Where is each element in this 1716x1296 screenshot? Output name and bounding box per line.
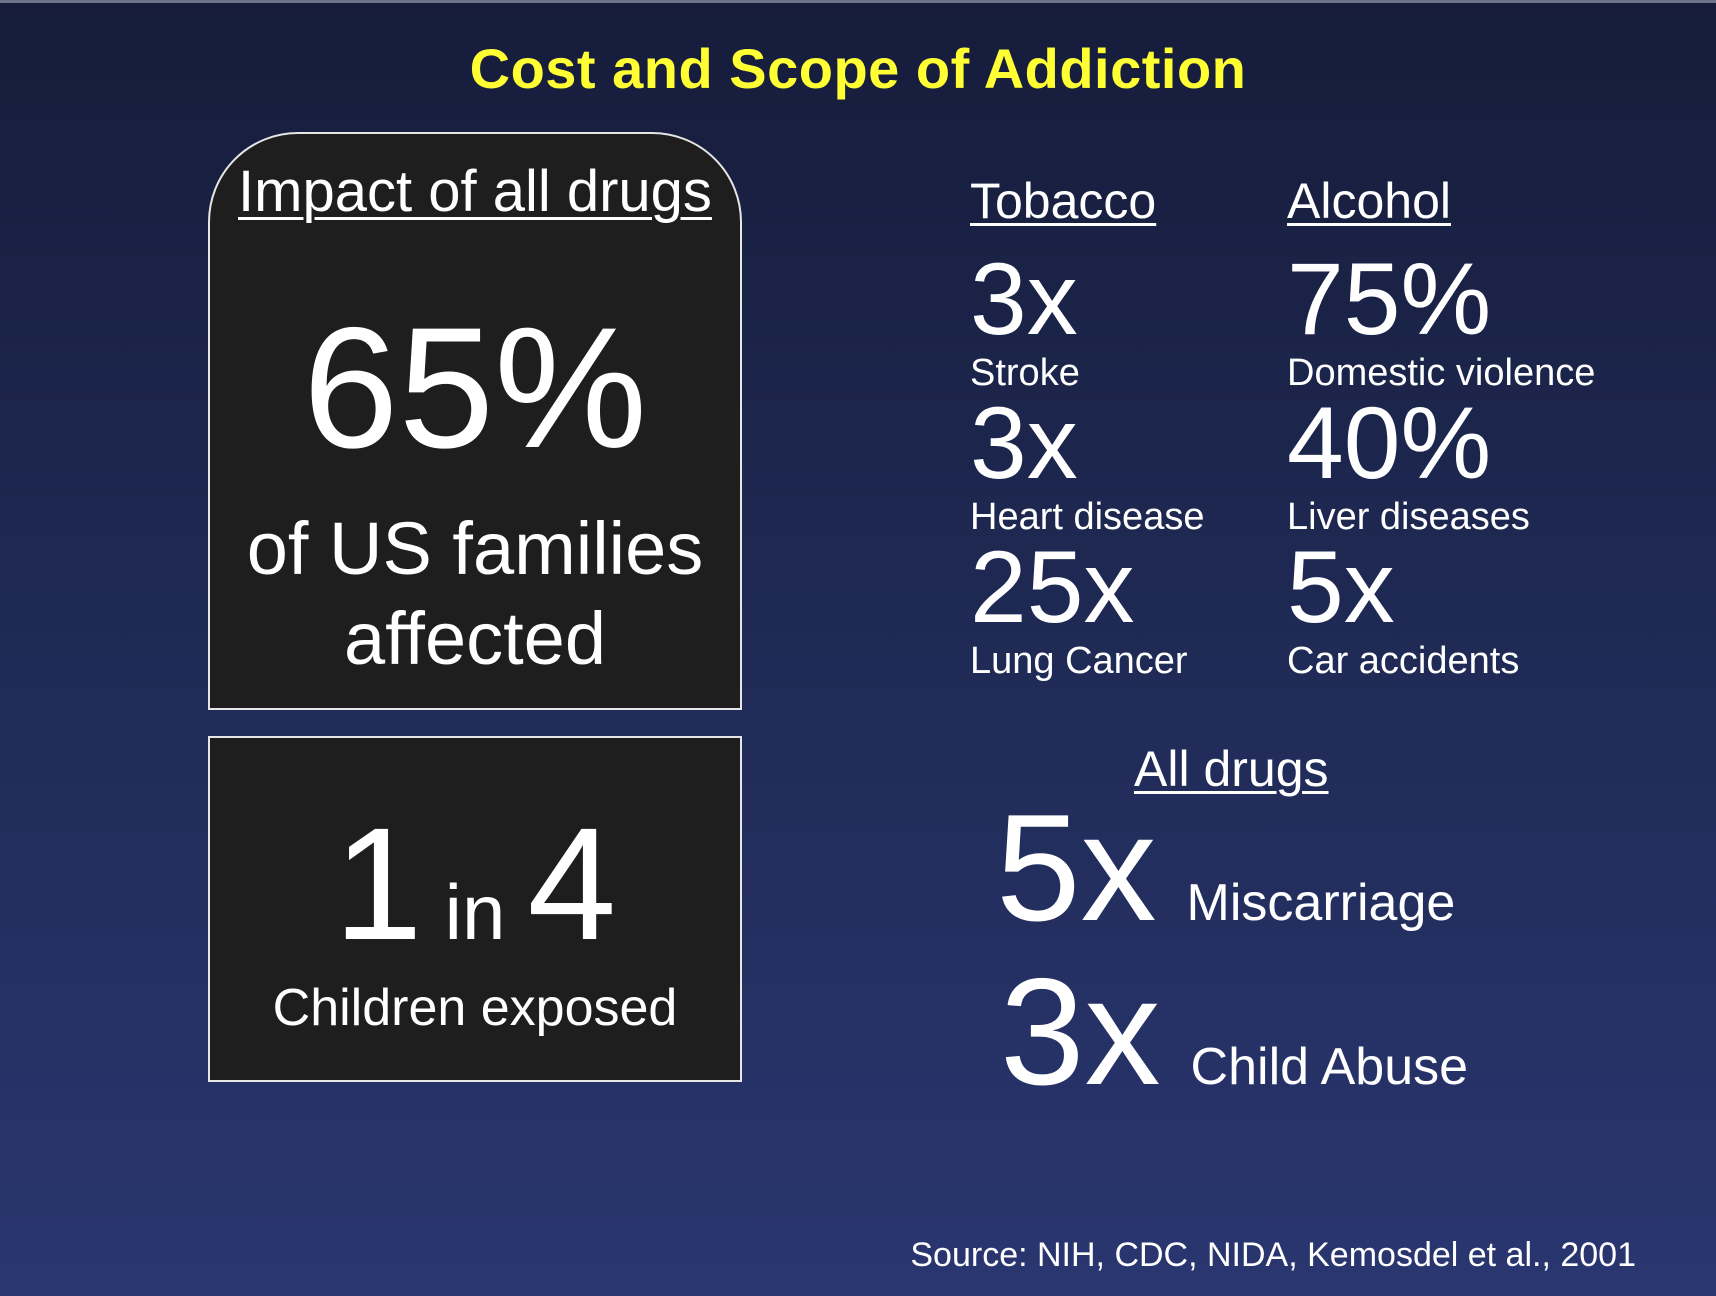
impact-heading: Impact of all drugs bbox=[238, 159, 712, 224]
alcohol-heading: Alcohol bbox=[1287, 173, 1451, 229]
stat-label: Domestic violence bbox=[1287, 352, 1596, 394]
slide-title: Cost and Scope of Addiction bbox=[469, 37, 1247, 100]
stat-label: Stroke bbox=[970, 352, 1080, 394]
impact-description-line1: of US families bbox=[246, 507, 704, 590]
ratio-connector: in bbox=[444, 868, 506, 956]
impact-description: of US families affected bbox=[210, 504, 740, 684]
stat-value: 75% bbox=[1287, 242, 1492, 356]
tobacco-stat: 3x Stroke bbox=[970, 248, 1080, 392]
children-ratio: 1 in 4 bbox=[210, 804, 740, 964]
stat-value: 3x bbox=[1000, 947, 1161, 1117]
stat-value: 3x bbox=[970, 242, 1078, 356]
source-citation: Source: NIH, CDC, NIDA, Kemosdel et al.,… bbox=[910, 1236, 1636, 1274]
children-panel: 1 in 4 Children exposed bbox=[208, 736, 742, 1082]
top-rule bbox=[0, 0, 1716, 3]
tobacco-stat: 25x Lung Cancer bbox=[970, 536, 1188, 680]
all-drugs-heading: All drugs bbox=[1134, 741, 1329, 797]
impact-description-line2: affected bbox=[344, 597, 606, 680]
stat-value: 5x bbox=[1287, 530, 1395, 644]
stat-label: Lung Cancer bbox=[970, 640, 1188, 682]
stat-label: Car accidents bbox=[1287, 640, 1520, 682]
impact-value: 65% bbox=[302, 292, 648, 484]
stat-label: Miscarriage bbox=[1186, 874, 1456, 932]
stat-value: 25x bbox=[970, 530, 1135, 644]
all-drugs-stat: 3x Child Abuse bbox=[1000, 956, 1468, 1108]
stat-label: Heart disease bbox=[970, 496, 1205, 538]
alcohol-stat: 75% Domestic violence bbox=[1287, 248, 1595, 392]
stat-value: 3x bbox=[970, 386, 1078, 500]
alcohol-stat: 5x Car accidents bbox=[1287, 536, 1519, 680]
stat-value: 40% bbox=[1287, 386, 1492, 500]
all-drugs-stat: 5x Miscarriage bbox=[996, 792, 1455, 944]
tobacco-heading: Tobacco bbox=[970, 173, 1157, 229]
alcohol-stat: 40% Liver diseases bbox=[1287, 392, 1530, 536]
tobacco-stat: 3x Heart disease bbox=[970, 392, 1204, 536]
ratio-right-number: 4 bbox=[527, 794, 617, 973]
ratio-left-number: 1 bbox=[333, 794, 423, 973]
stat-value: 5x bbox=[996, 783, 1157, 953]
stat-label: Liver diseases bbox=[1287, 496, 1530, 538]
children-description: Children exposed bbox=[272, 979, 678, 1037]
impact-panel: Impact of all drugs 65% of US families a… bbox=[208, 132, 742, 710]
stat-label: Child Abuse bbox=[1190, 1038, 1469, 1096]
